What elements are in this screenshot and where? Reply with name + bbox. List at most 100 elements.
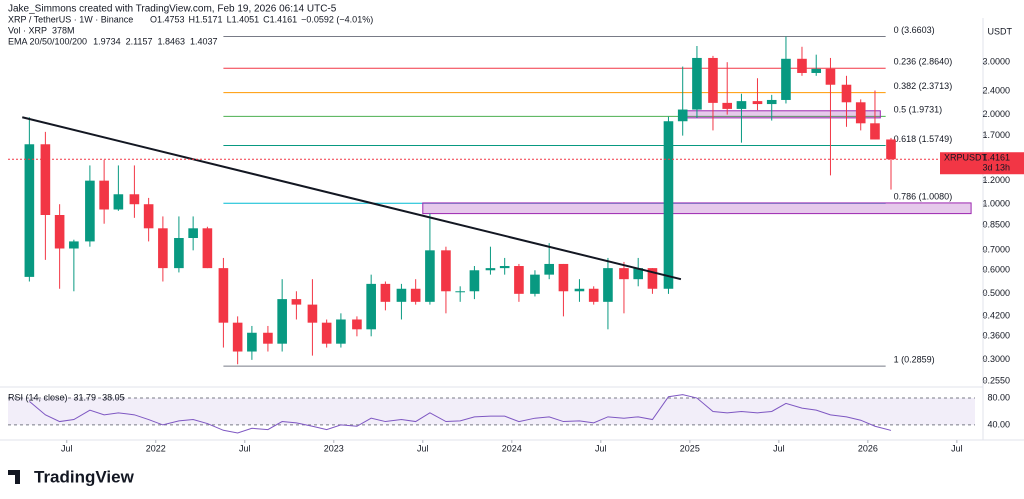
candle-body — [677, 109, 688, 122]
candle-body — [232, 322, 243, 352]
candle-body — [797, 58, 807, 73]
candle-body — [455, 291, 465, 293]
candle-body — [396, 288, 407, 302]
candle-body — [69, 241, 79, 249]
candle-body — [113, 194, 124, 210]
candle-body — [603, 268, 613, 302]
ohlc-value: H1.5171 — [189, 14, 223, 24]
ema-value: 2.1157 — [126, 36, 153, 46]
zone — [422, 202, 972, 215]
candle-body — [263, 332, 273, 344]
candle-body — [574, 288, 585, 292]
y-tick-label: 1.2000 — [982, 175, 1010, 185]
x-tick-label: 2024 — [502, 443, 522, 453]
rsi-value: 31.79 — [74, 392, 97, 402]
y-tick-label: 0.2550 — [982, 375, 1010, 385]
candle-body — [24, 144, 35, 277]
candle-body — [441, 250, 451, 292]
candle-body — [708, 57, 718, 103]
candle-body — [247, 332, 257, 352]
zone — [683, 110, 881, 119]
y-tick-label: 0.3600 — [982, 331, 1010, 341]
candle-body — [647, 268, 658, 289]
logo: TradingView — [34, 467, 135, 486]
candle-body — [485, 268, 496, 271]
rsi-label: RSI (14, close) — [8, 392, 68, 402]
candle-body — [352, 319, 362, 330]
ohlc-value: O1.4753 — [150, 14, 185, 24]
y-tick-label: 0.6000 — [982, 265, 1010, 275]
candle-body — [85, 180, 95, 242]
candle-body — [202, 228, 213, 269]
logo-mark — [8, 470, 20, 484]
candle-body — [366, 283, 376, 330]
y-tick-label: 3.0000 — [982, 57, 1010, 67]
fib-label: 0.618 (1.5749) — [894, 134, 953, 144]
candle-body — [841, 84, 852, 103]
fib-label: 1 (0.2859) — [894, 354, 935, 364]
rsi-tick-label: 40.00 — [987, 419, 1010, 429]
candle-body — [663, 121, 674, 289]
price-countdown: 3d 13h — [982, 163, 1010, 173]
y-tick-label: 0.7000 — [982, 245, 1010, 255]
candle-body — [781, 58, 791, 100]
candle-body — [99, 180, 109, 210]
rsi-ma-value: 38.05 — [102, 392, 125, 402]
volume-value: 378M — [52, 25, 75, 35]
volume-label: Vol · XRP — [8, 25, 47, 35]
symbol-title: XRP / TetherUS · 1W · Binance — [8, 14, 133, 24]
candle-body — [425, 250, 435, 302]
candle-body — [588, 288, 599, 302]
y-tick-label: 0.5000 — [982, 288, 1010, 298]
ema-value: 1.8463 — [157, 36, 185, 46]
candle-body — [722, 102, 733, 109]
rsi-tick-label: 80.00 — [987, 392, 1010, 402]
candle-body — [811, 68, 822, 73]
candle-body — [218, 268, 229, 323]
x-tick-label: Jul — [61, 443, 73, 453]
candle-body — [380, 283, 391, 302]
candle-body — [410, 288, 421, 302]
candle-body — [188, 228, 198, 239]
y-tick-label: 0.3000 — [982, 354, 1010, 364]
y-tick-label: 0.8500 — [982, 220, 1010, 230]
x-tick-label: Jul — [239, 443, 251, 453]
candle-body — [143, 204, 154, 229]
fib-label: 0.786 (1.0080) — [894, 192, 953, 202]
currency: USDT — [988, 26, 1013, 36]
fib-label: 0.382 (2.3713) — [894, 81, 953, 91]
ema-value: 1.9734 — [93, 36, 121, 46]
x-tick-label: Jul — [417, 443, 429, 453]
candle-body — [544, 263, 554, 275]
candle-body — [129, 194, 140, 205]
ema-label: EMA 20/50/100/200 — [8, 36, 87, 46]
x-tick-label: Jul — [595, 443, 607, 453]
candle-body — [692, 57, 702, 110]
price-label-box — [940, 152, 1024, 175]
x-tick-label: Jul — [951, 443, 963, 453]
x-tick-label: 2026 — [858, 443, 878, 453]
ema-value: 1.4037 — [190, 36, 218, 46]
candle-body — [752, 101, 763, 105]
candle-body — [633, 268, 644, 280]
candle-body — [336, 319, 346, 344]
trendline — [22, 116, 682, 281]
fib-label: 0.5 (1.9731) — [894, 105, 943, 115]
candle-body — [619, 268, 629, 280]
x-tick-label: Jul — [773, 443, 785, 453]
x-tick-label: 2022 — [146, 443, 166, 453]
candle-body — [825, 68, 836, 85]
candle-body — [870, 123, 880, 140]
y-tick-label: 2.4000 — [982, 85, 1010, 95]
candle-body — [307, 304, 318, 323]
y-tick-label: 1.7000 — [982, 130, 1010, 140]
candle-body — [736, 101, 747, 109]
price-value: 1.4161 — [982, 153, 1010, 163]
ohlc-value: C1.4161 — [263, 14, 297, 24]
candle-body — [886, 139, 896, 160]
y-tick-label: 2.0000 — [982, 109, 1010, 119]
ohlc-value: −0.0592 (−4.01%) — [301, 14, 373, 24]
candle-body — [174, 238, 184, 269]
candle-body — [291, 299, 302, 305]
